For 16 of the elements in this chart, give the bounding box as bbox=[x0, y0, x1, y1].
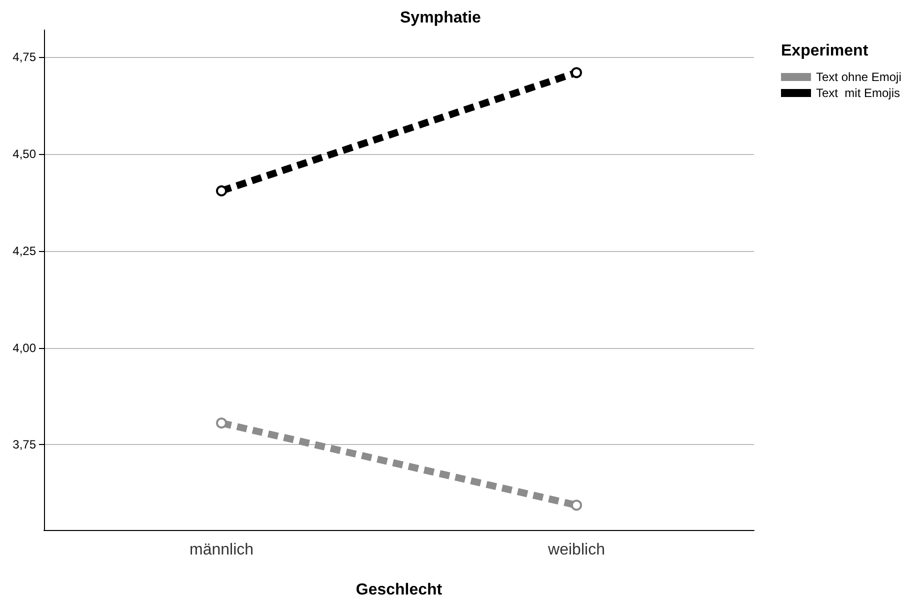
y-tick-label: 4,00 bbox=[12, 340, 36, 355]
y-tick-label: 4,75 bbox=[12, 50, 36, 64]
legend-title: Experiment bbox=[781, 42, 869, 60]
chart-title: Symphatie bbox=[400, 10, 482, 26]
x-axis-title: Geschlecht bbox=[356, 582, 443, 598]
x-tick-label: weiblich bbox=[547, 542, 605, 558]
point bbox=[571, 67, 582, 78]
x-tick-label: männlich bbox=[189, 542, 254, 558]
y-tick-label: 4,25 bbox=[12, 244, 36, 258]
y-tick-label: 4,50 bbox=[12, 147, 36, 162]
point bbox=[571, 500, 582, 511]
point bbox=[216, 185, 227, 196]
legend-label: Text mit Emojis bbox=[816, 86, 900, 100]
point bbox=[216, 418, 227, 429]
legend-label: Text ohne Emoji bbox=[816, 70, 902, 84]
y-tick-label: 3,75 bbox=[12, 438, 36, 452]
